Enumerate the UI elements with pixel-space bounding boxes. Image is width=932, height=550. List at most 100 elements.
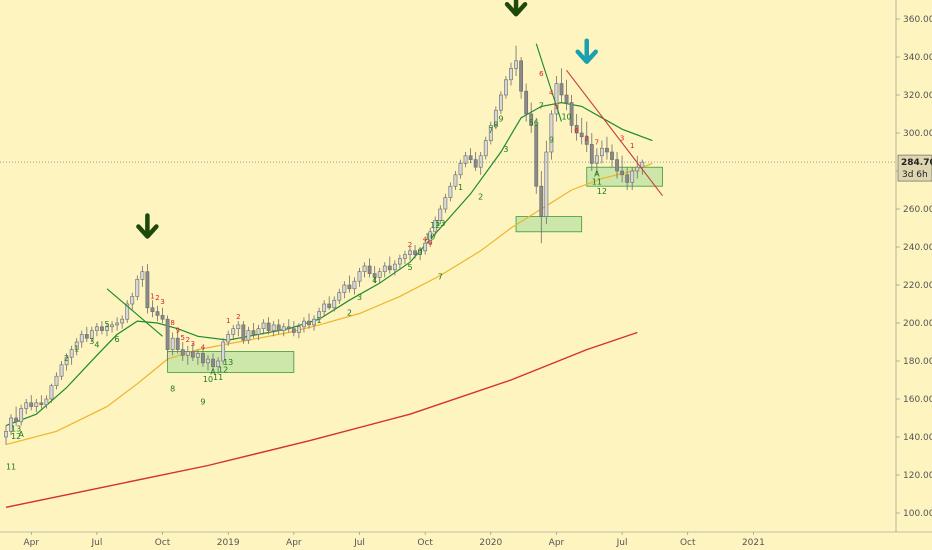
- candle-body: [458, 163, 463, 176]
- y-tick-label: 160.00: [903, 395, 932, 405]
- count-label-red: 2: [585, 135, 589, 143]
- count-label-green: 11: [592, 177, 602, 186]
- candle-body: [589, 144, 594, 164]
- candle-body: [620, 170, 625, 176]
- count-label-green: 2: [347, 308, 352, 317]
- candle-body: [312, 318, 316, 326]
- candle-body: [549, 113, 554, 153]
- count-label-green: 4: [94, 341, 99, 350]
- count-label-red: 2: [155, 294, 159, 302]
- count-label-green: 7: [438, 272, 443, 281]
- candle-body: [155, 311, 160, 316]
- count-label-red: 5: [181, 334, 185, 342]
- moving-averages: [5, 101, 653, 508]
- y-tick-label: 140.00: [903, 433, 932, 443]
- candle-body: [468, 155, 473, 160]
- candle-body: [630, 170, 635, 183]
- candle-body: [29, 402, 34, 407]
- count-label-green: 13: [223, 358, 233, 367]
- trendline: [106, 288, 163, 337]
- count-label-green: 12: [11, 432, 21, 441]
- candle-body: [559, 83, 564, 96]
- candle-body: [296, 326, 301, 333]
- y-tick-label: 320.00: [903, 91, 932, 101]
- count-label-green: 13: [435, 219, 445, 228]
- candle-body: [221, 341, 226, 362]
- count-label-red: 9: [175, 327, 179, 335]
- y-tick-label: 200.00: [903, 319, 932, 329]
- candle-body: [74, 341, 79, 350]
- candle-body: [281, 326, 286, 331]
- y-tick-label: 340.00: [903, 53, 932, 63]
- candle-body: [307, 320, 311, 326]
- count-label-green: 10: [561, 113, 571, 122]
- fast-moving-average-line: [5, 101, 653, 427]
- count-label-green: 8: [493, 120, 498, 129]
- candle-body: [377, 271, 382, 278]
- y-tick-label: 180.00: [903, 357, 932, 367]
- candle-body: [44, 398, 49, 405]
- candle-body: [524, 90, 529, 115]
- candle-body: [453, 174, 458, 187]
- count-label-red: 1: [150, 292, 154, 300]
- count-label-red: 1: [226, 317, 230, 325]
- candle-body: [322, 303, 327, 312]
- candle-body: [387, 265, 392, 271]
- candle-body: [367, 265, 372, 274]
- candle-body: [640, 161, 645, 168]
- candle-body: [79, 334, 84, 343]
- candle-body: [196, 353, 200, 358]
- candle-body: [519, 60, 524, 92]
- count-label-green: A: [210, 367, 216, 376]
- y-tick-label: 100.00: [903, 509, 932, 519]
- mid-moving-average-line: [5, 162, 653, 446]
- candle-body: [24, 402, 29, 409]
- candle-body: [610, 151, 614, 160]
- candle-body: [579, 132, 584, 138]
- candle-body: [448, 185, 453, 198]
- candle-body: [256, 328, 261, 335]
- count-label-red: 3: [160, 298, 164, 306]
- candle-body: [271, 324, 276, 331]
- count-label-green: 11: [213, 373, 223, 382]
- count-label-red: 3: [620, 135, 624, 143]
- x-tick-label: 2021: [742, 538, 765, 548]
- candle-body: [266, 322, 271, 331]
- x-tick-label: 2019: [217, 538, 240, 548]
- x-axis: Apr Jul Oct 2019 Apr Jul Oct 2020 Apr Jul Oct 2021: [0, 531, 932, 548]
- candle-body: [100, 326, 104, 331]
- candle-body: [473, 159, 478, 168]
- count-label-green: A: [594, 170, 600, 179]
- candle-body: [190, 351, 195, 358]
- candle-body: [302, 320, 306, 328]
- candle-body: [19, 408, 24, 423]
- candle-body: [185, 351, 190, 356]
- count-label-green: 10: [203, 375, 213, 384]
- support-zone-box: [586, 166, 663, 187]
- candle-body: [352, 280, 357, 290]
- count-label-green: 12: [597, 187, 607, 196]
- trendline: [535, 43, 563, 122]
- candle-body: [59, 364, 64, 377]
- candle-body: [216, 360, 221, 367]
- candle-body: [382, 265, 387, 272]
- candle-body: [438, 208, 443, 221]
- count-label-green: 7: [488, 126, 493, 135]
- x-tick-label: Jul: [616, 538, 628, 548]
- count-label-green: 12: [430, 221, 440, 230]
- candle-body: [276, 324, 281, 331]
- candle-body: [231, 328, 236, 335]
- candle-body: [140, 271, 145, 280]
- candle-body: [327, 303, 332, 309]
- y-tick-label: 260.00: [903, 205, 932, 215]
- candle-body: [291, 328, 296, 333]
- candle-body: [165, 318, 170, 350]
- candle-body: [544, 151, 549, 217]
- candle-body: [534, 125, 539, 187]
- candle-body: [317, 311, 322, 320]
- candle-body: [95, 326, 99, 331]
- candle-body: [493, 109, 498, 126]
